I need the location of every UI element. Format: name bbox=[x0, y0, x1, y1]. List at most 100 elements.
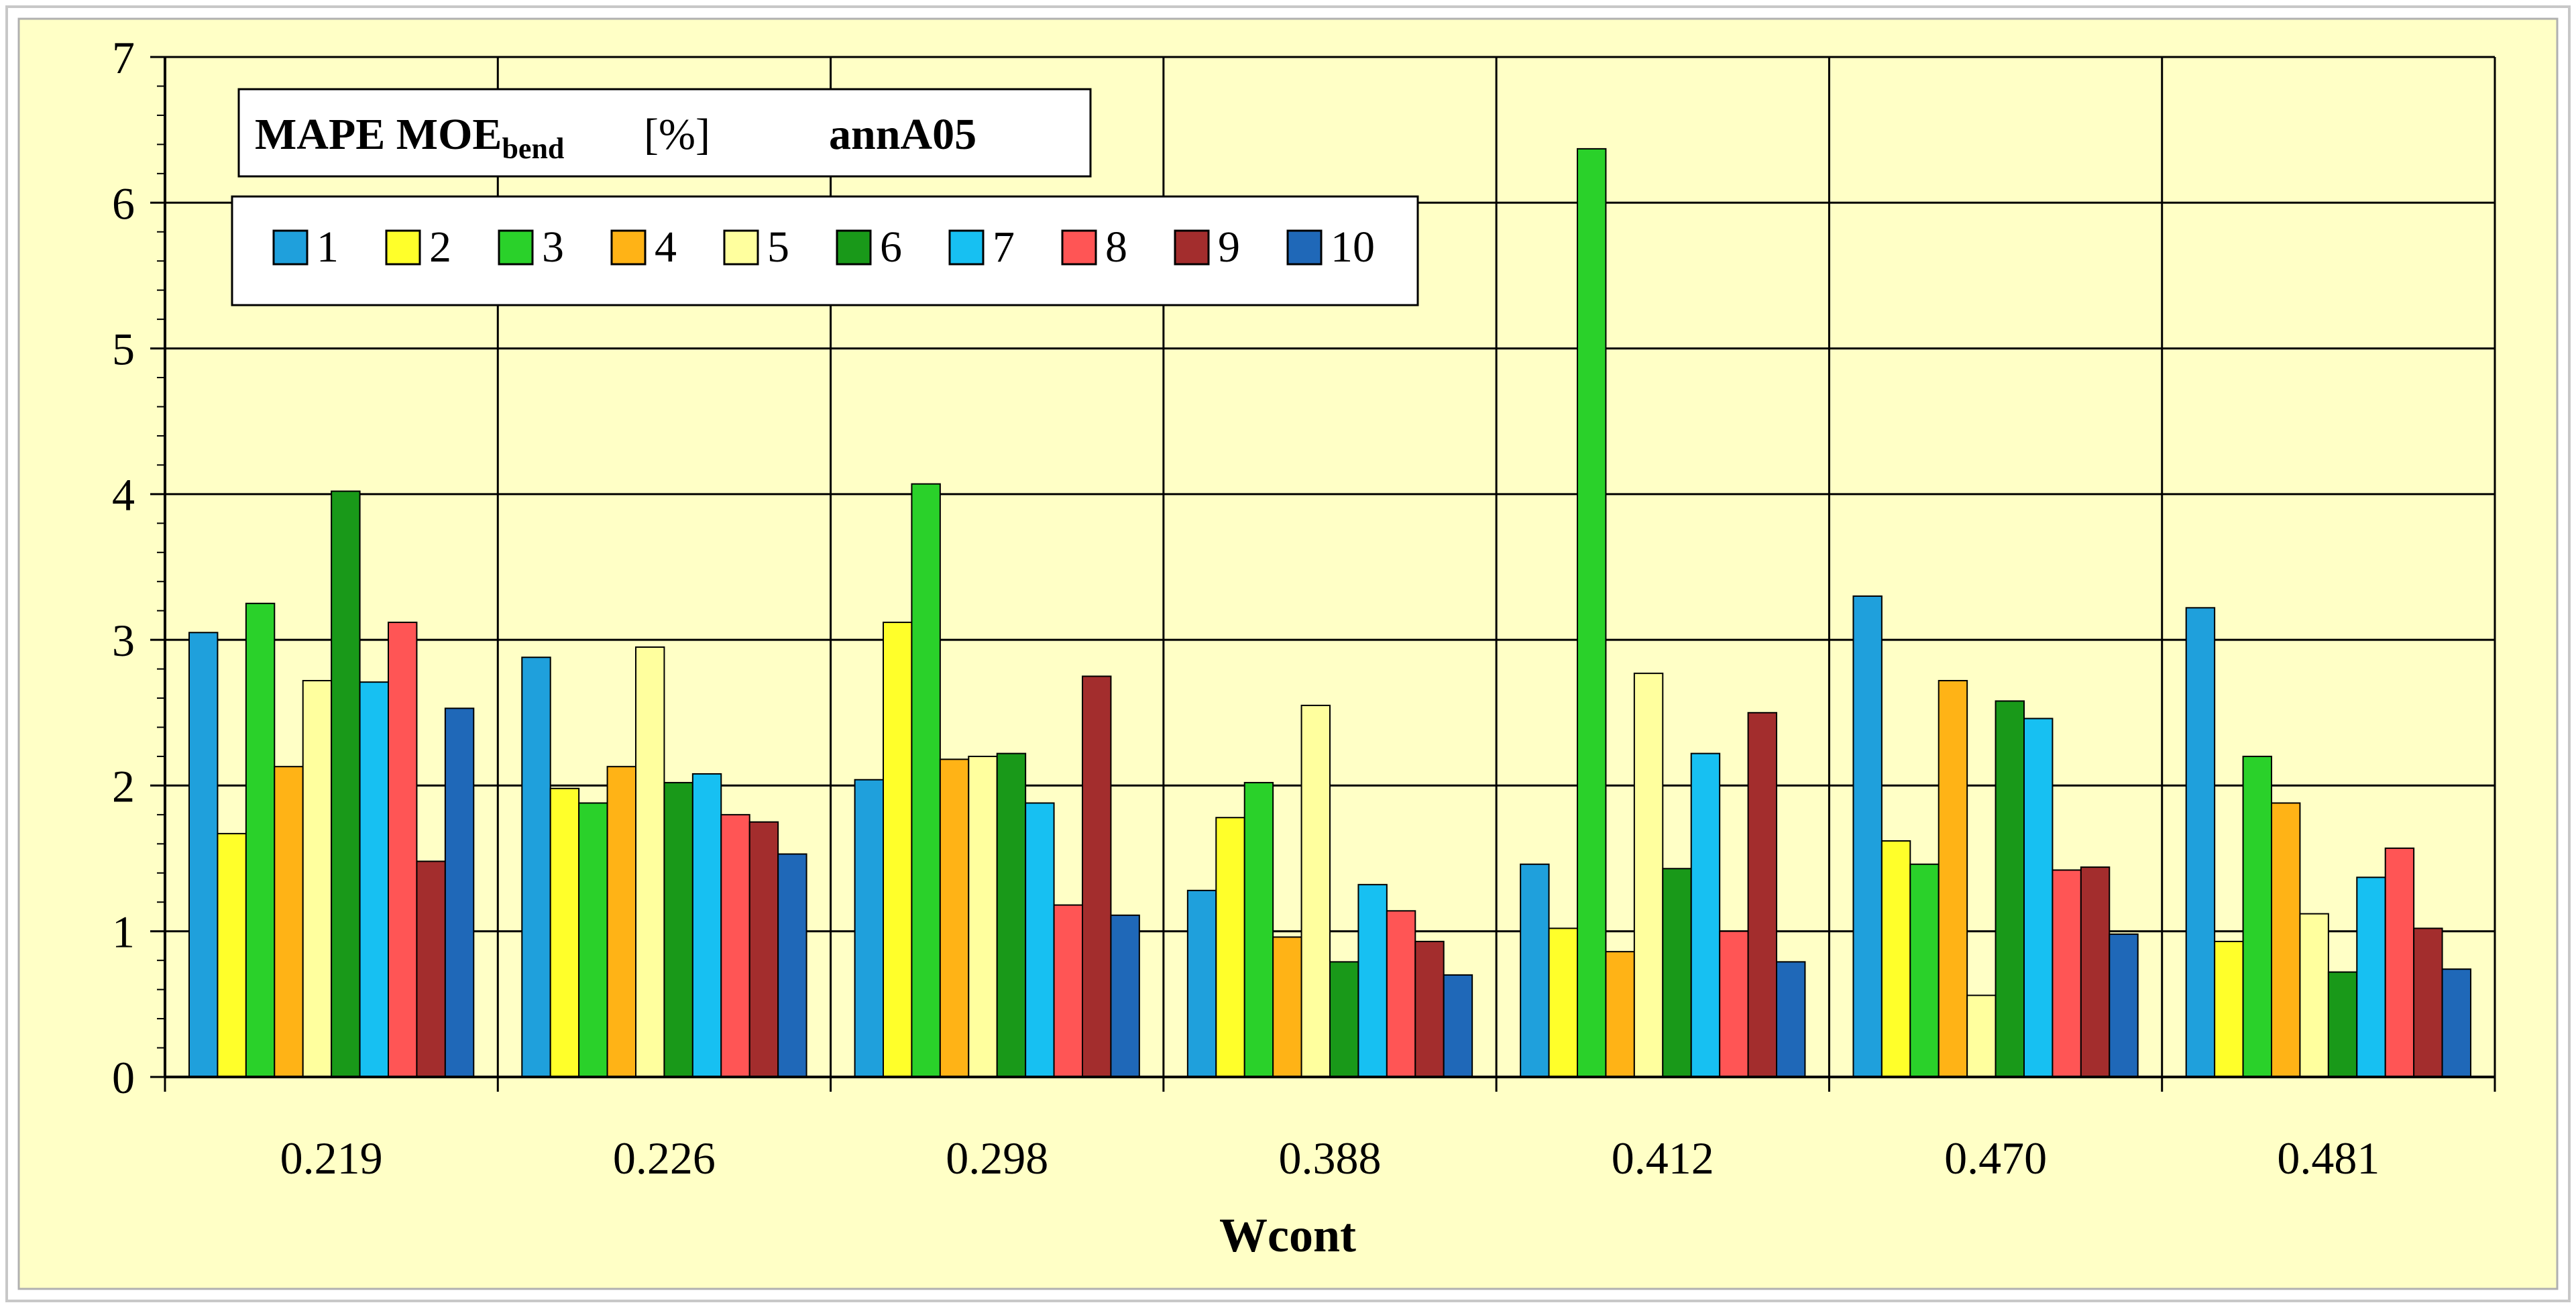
bar-0.226-series-1 bbox=[521, 657, 551, 1078]
chart-title: MAPE MOEbend bbox=[255, 110, 564, 165]
bar-0.388-series-4 bbox=[1272, 936, 1302, 1078]
bar-0.219-series-7 bbox=[359, 681, 389, 1078]
legend-label-9: 9 bbox=[1218, 223, 1240, 272]
bars-layer bbox=[188, 148, 2472, 1078]
bar-0.412-series-9 bbox=[1747, 711, 1778, 1078]
bar-0.470-series-7 bbox=[2023, 718, 2054, 1078]
y-tick-label-1: 1 bbox=[112, 907, 135, 958]
title-box: MAPE MOEbend [%] annA05 bbox=[237, 88, 1092, 178]
bar-0.412-series-10 bbox=[1776, 961, 1806, 1078]
bar-0.470-series-4 bbox=[1938, 679, 1968, 1078]
bar-0.470-series-8 bbox=[2052, 869, 2082, 1078]
bar-0.388-series-9 bbox=[1414, 940, 1445, 1078]
bar-0.219-series-1 bbox=[188, 632, 219, 1078]
legend-swatch-4 bbox=[610, 229, 647, 266]
legend-label-6: 6 bbox=[880, 223, 902, 272]
bar-0.470-series-3 bbox=[1909, 863, 1940, 1078]
y-tick-label-0: 0 bbox=[112, 1052, 135, 1103]
bar-0.470-series-2 bbox=[1881, 840, 1911, 1078]
bar-0.470-series-5 bbox=[1966, 994, 1997, 1078]
x-tick-label-0.481: 0.481 bbox=[2277, 1133, 2379, 1184]
bar-0.298-series-6 bbox=[996, 752, 1027, 1078]
bar-0.219-series-2 bbox=[217, 833, 247, 1078]
bar-0.298-series-1 bbox=[854, 779, 884, 1078]
bar-0.219-series-3 bbox=[245, 602, 276, 1078]
x-tick-label-0.470: 0.470 bbox=[1944, 1133, 2047, 1184]
bar-0.298-series-8 bbox=[1053, 904, 1083, 1078]
bar-0.298-series-10 bbox=[1110, 914, 1140, 1078]
legend-label-7: 7 bbox=[993, 223, 1015, 272]
legend-swatch-6 bbox=[836, 229, 872, 266]
legend-swatch-7 bbox=[948, 229, 985, 266]
chart-title-main: MAPE MOE bbox=[255, 110, 502, 159]
bar-0.388-series-3 bbox=[1243, 782, 1274, 1078]
bar-0.481-series-8 bbox=[2384, 847, 2415, 1078]
legend-swatch-3 bbox=[498, 229, 534, 266]
bar-0.219-series-8 bbox=[388, 622, 418, 1078]
bar-0.219-series-9 bbox=[416, 860, 446, 1078]
legend-swatch-8 bbox=[1061, 229, 1097, 266]
bar-0.412-series-8 bbox=[1719, 930, 1749, 1078]
x-tick-label-0.412: 0.412 bbox=[1612, 1133, 1714, 1184]
chart-title-unit: [%] bbox=[644, 110, 710, 159]
bar-0.470-series-10 bbox=[2109, 933, 2139, 1078]
legend-swatch-1 bbox=[272, 229, 309, 266]
bar-0.481-series-2 bbox=[2214, 940, 2244, 1078]
legend-swatch-10 bbox=[1286, 229, 1323, 266]
y-tick-label-3: 3 bbox=[112, 615, 135, 666]
y-tick-label-6: 6 bbox=[112, 178, 135, 229]
bar-0.226-series-10 bbox=[777, 853, 807, 1078]
x-tick-label-0.298: 0.298 bbox=[946, 1133, 1048, 1184]
bar-0.388-series-8 bbox=[1386, 910, 1416, 1078]
bar-0.412-series-3 bbox=[1577, 148, 1607, 1078]
bar-0.481-series-3 bbox=[2242, 755, 2273, 1078]
bar-0.470-series-6 bbox=[1995, 700, 2025, 1078]
bar-0.226-series-5 bbox=[635, 646, 665, 1078]
bar-0.219-series-4 bbox=[274, 766, 304, 1078]
bar-0.412-series-2 bbox=[1548, 927, 1579, 1078]
bar-0.388-series-1 bbox=[1186, 889, 1217, 1078]
legend-label-1: 1 bbox=[317, 223, 339, 272]
legend-label-10: 10 bbox=[1331, 223, 1375, 272]
legend-frame bbox=[231, 195, 1419, 306]
y-tick-label-5: 5 bbox=[112, 324, 135, 375]
bar-0.481-series-1 bbox=[2185, 607, 2216, 1078]
bar-0.226-series-6 bbox=[663, 782, 693, 1078]
bar-0.470-series-9 bbox=[2080, 866, 2111, 1078]
bar-0.226-series-7 bbox=[691, 773, 722, 1078]
bar-0.298-series-5 bbox=[968, 755, 998, 1078]
bar-0.481-series-6 bbox=[2327, 971, 2358, 1078]
legend-label-5: 5 bbox=[767, 223, 789, 272]
bar-0.298-series-7 bbox=[1025, 802, 1055, 1078]
bar-0.481-series-4 bbox=[2271, 802, 2301, 1078]
bar-0.412-series-4 bbox=[1605, 951, 1635, 1078]
bar-0.298-series-4 bbox=[939, 758, 970, 1078]
x-tick-label-0.388: 0.388 bbox=[1279, 1133, 1382, 1184]
y-tick-label-7: 7 bbox=[112, 32, 135, 83]
bar-0.219-series-5 bbox=[302, 679, 333, 1078]
bar-0.226-series-4 bbox=[606, 766, 636, 1078]
bar-0.388-series-2 bbox=[1215, 817, 1245, 1078]
bar-0.470-series-1 bbox=[1852, 595, 1883, 1078]
bar-0.412-series-7 bbox=[1690, 752, 1721, 1078]
bar-0.481-series-9 bbox=[2413, 927, 2443, 1078]
bar-0.298-series-3 bbox=[911, 483, 941, 1078]
legend: 1 2 3 4 5 6 7 8 9 10 bbox=[231, 195, 1419, 306]
y-tick-label-4: 4 bbox=[112, 469, 135, 520]
bar-0.481-series-7 bbox=[2356, 876, 2386, 1078]
bar-0.226-series-3 bbox=[578, 802, 608, 1078]
x-tick-label-0.219: 0.219 bbox=[280, 1133, 383, 1184]
bar-0.388-series-7 bbox=[1357, 884, 1388, 1078]
bar-0.298-series-2 bbox=[883, 622, 913, 1078]
bar-0.298-series-9 bbox=[1082, 675, 1112, 1078]
bar-0.481-series-5 bbox=[2299, 913, 2329, 1078]
x-axis-label: Wcont bbox=[1219, 1208, 1356, 1262]
bar-0.412-series-5 bbox=[1633, 673, 1664, 1078]
bar-0.388-series-5 bbox=[1300, 704, 1331, 1078]
legend-label-3: 3 bbox=[542, 223, 564, 272]
legend-swatch-2 bbox=[385, 229, 421, 266]
x-tick-label-0.226: 0.226 bbox=[613, 1133, 716, 1184]
bar-0.412-series-1 bbox=[1520, 863, 1550, 1078]
